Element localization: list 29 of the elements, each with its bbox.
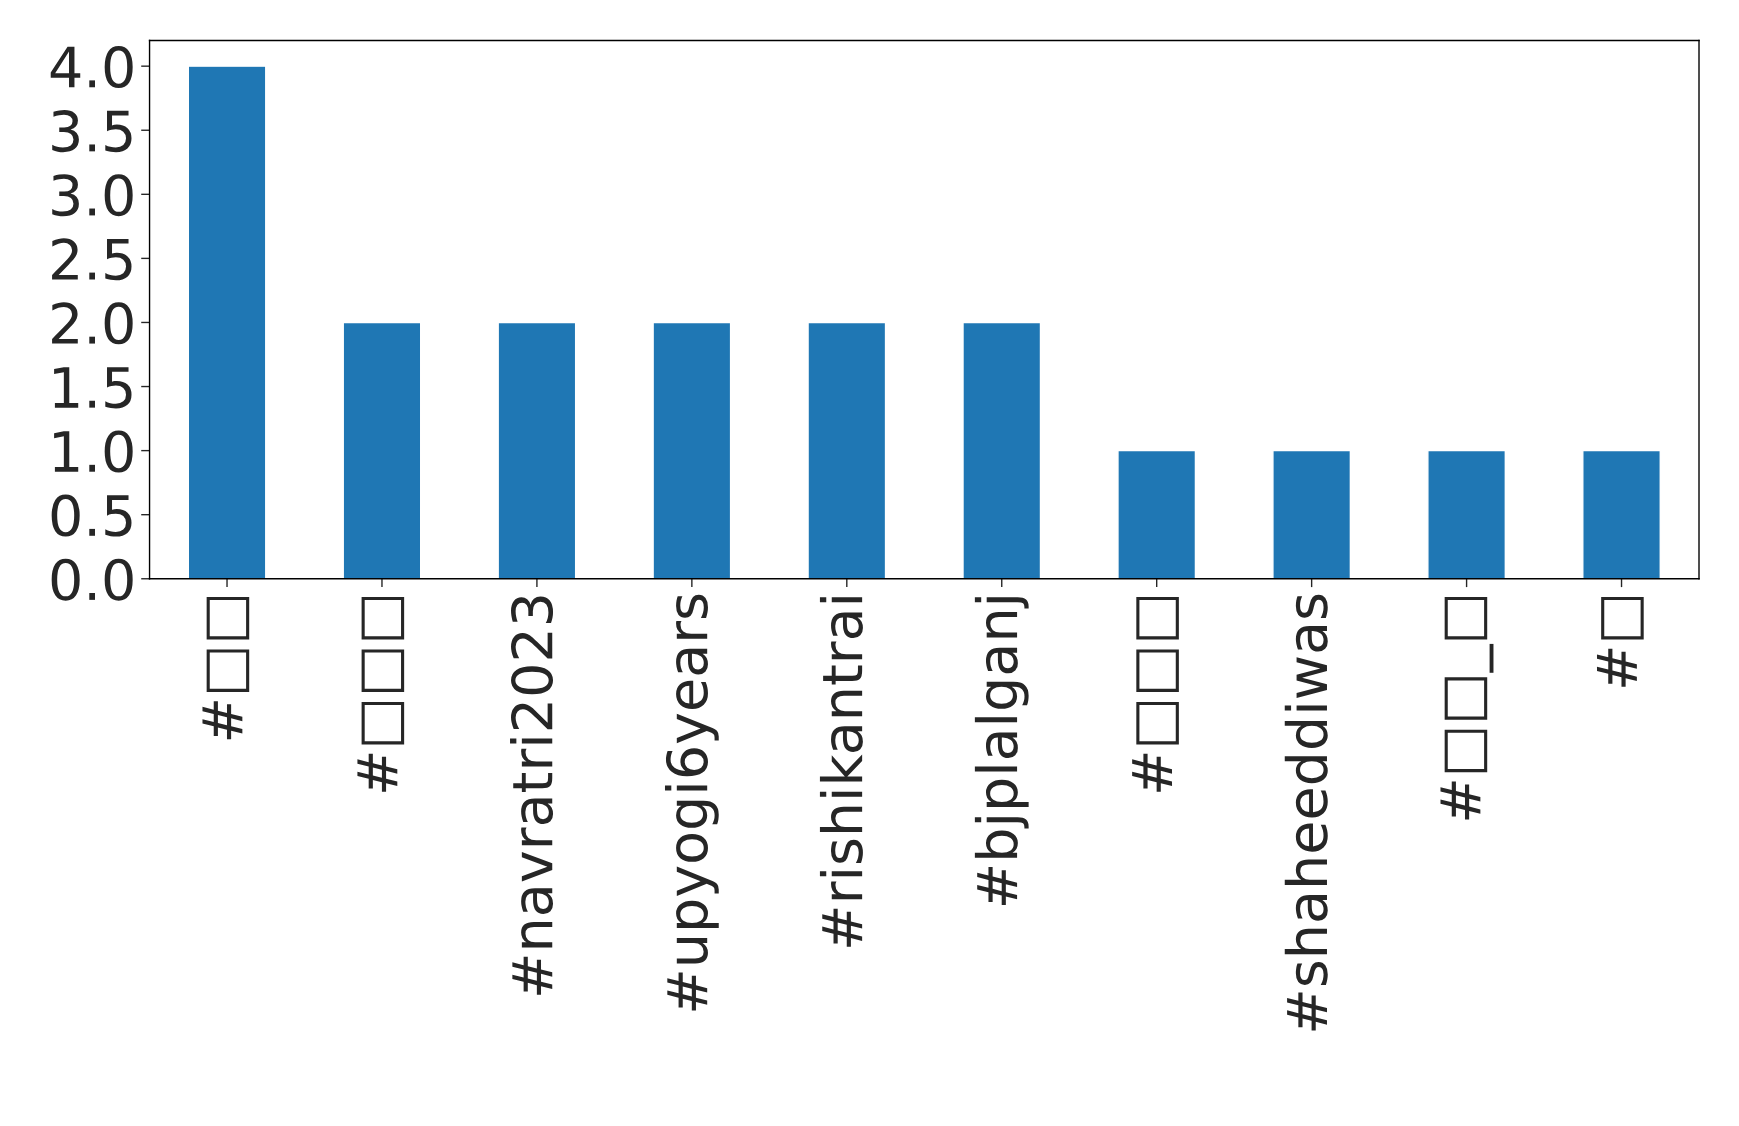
bar (1582, 449, 1661, 579)
x-tick-label: #shaheeddiwas (1284, 594, 1328, 1031)
bar (652, 321, 732, 579)
bar (1427, 449, 1507, 579)
y-tick-label: 2.0 (52, 302, 133, 345)
x-tick-label: #□□□ (357, 597, 405, 792)
y-tick-label: 0.5 (51, 494, 132, 537)
bar (187, 65, 267, 579)
y-tick-label: 4.0 (50, 46, 133, 89)
x-tick-label: #bjplalganj (974, 597, 1029, 906)
x-tick-label: #rishikantrai (819, 597, 863, 947)
y-tick-label: 1.5 (54, 367, 132, 409)
x-tick-label: #upyogi6years (664, 594, 719, 1011)
x-tick-label: #□□ (202, 597, 250, 740)
y-tick-label: 0.0 (51, 558, 133, 601)
bar (1272, 449, 1352, 579)
y-tick-label: 3.0 (52, 174, 133, 217)
y-tick-label: 1.0 (54, 430, 133, 473)
y-tick-label: 3.5 (52, 110, 132, 153)
x-tick-label: #□□_□ (1440, 597, 1494, 820)
x-tick-label: #navratri2023 (510, 596, 554, 995)
bar (807, 321, 887, 579)
bar (342, 321, 422, 579)
bar (497, 321, 577, 579)
x-tick-label: #□□□ (1132, 597, 1179, 792)
x-tick-label: #□ (1596, 597, 1644, 687)
bar (962, 321, 1042, 579)
y-tick-label: 2.5 (52, 238, 132, 281)
bar (1117, 449, 1197, 579)
